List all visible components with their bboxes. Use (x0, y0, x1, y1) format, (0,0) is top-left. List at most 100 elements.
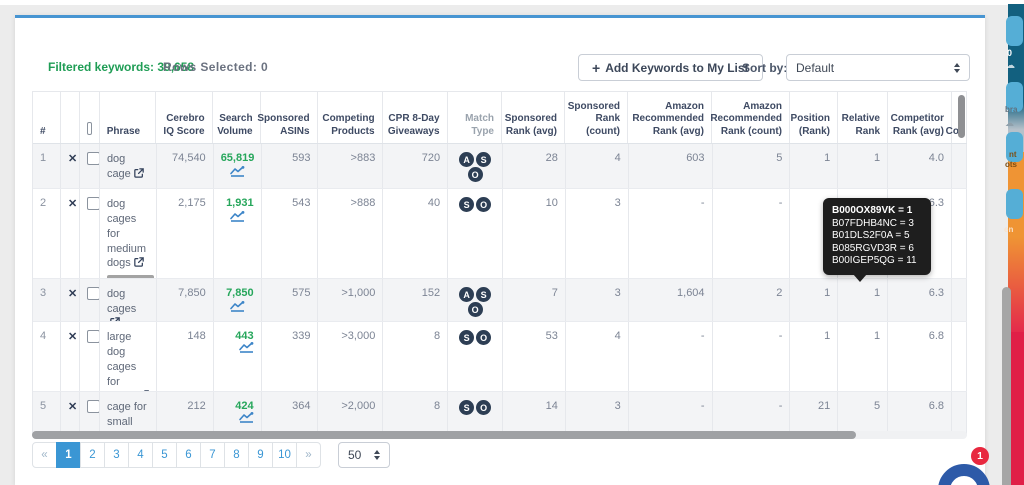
remove-row-button[interactable]: ✕ (67, 331, 78, 343)
external-link-icon[interactable] (110, 316, 120, 321)
per-page-select[interactable]: 50 (338, 442, 390, 468)
table-vertical-scrollbar[interactable] (958, 95, 965, 138)
background-strip-button[interactable] (1006, 16, 1023, 46)
updown-arrows-icon (374, 450, 380, 460)
external-link-icon[interactable] (134, 168, 144, 181)
external-link-icon[interactable] (134, 257, 144, 270)
keywords-table: # Phrase Cerebro IQ Score Search Volume Spon… (32, 91, 968, 436)
remove-row-button[interactable]: ✕ (67, 401, 78, 413)
cell-check (80, 279, 100, 321)
page-button-4[interactable]: 4 (128, 442, 153, 468)
remove-row-button[interactable]: ✕ (67, 153, 78, 165)
page-vertical-scrollbar[interactable] (1002, 287, 1011, 485)
col-header-match[interactable]: Match Type (448, 92, 502, 143)
tooltip-asin-rank: B01DLS2F0A = 5 (832, 230, 910, 242)
page-button-6[interactable]: 6 (176, 442, 201, 468)
cloud-icon: ☁ (1006, 60, 1015, 70)
col-header-sr_avg[interactable]: Sponsored Rank (avg) (502, 92, 565, 143)
col-header-phrase[interactable]: Phrase (100, 92, 157, 143)
col-header-sr_count[interactable]: Sponsored Rank (count) (565, 92, 628, 143)
row-checkbox[interactable] (86, 197, 99, 210)
cell-asins: 543 (262, 189, 319, 278)
cell-cpr: 40 (383, 189, 449, 278)
table-row: 5 ✕ cage for small 212 424 364 >2,000 8 S O 14 3- -2… (33, 392, 968, 436)
page-button-prev[interactable]: « (32, 442, 57, 468)
trend-chart-icon[interactable] (238, 342, 254, 356)
cell-iq: 2,175 (157, 189, 214, 278)
col-header-ar_count[interactable]: Amazon Recommended Rank (count) (710, 92, 790, 143)
strip-text-fragment: en (1004, 225, 1014, 234)
cell-pos: 21 (790, 392, 839, 435)
page-button-7[interactable]: 7 (200, 442, 225, 468)
cell-cpr: 8 (383, 392, 449, 435)
col-header-asins[interactable]: Sponsored ASINs (257, 92, 318, 143)
trend-chart-icon[interactable] (221, 301, 254, 315)
add-keywords-button-label: Add Keywords to My List (605, 60, 749, 75)
cell-asins: 593 (262, 144, 319, 188)
cell-co (952, 144, 968, 188)
col-header-ar_avg[interactable]: Amazon Recommended Rank (avg) (628, 92, 712, 143)
trend-chart-icon[interactable] (221, 166, 254, 180)
cell-remove: ✕ (61, 189, 80, 278)
select-all-checkbox[interactable] (86, 122, 92, 135)
cell-competing: >883 (318, 144, 384, 188)
row-checkbox[interactable] (86, 152, 99, 165)
page-button-9[interactable]: 9 (248, 442, 273, 468)
trend-chart-icon[interactable] (221, 211, 254, 225)
row-checkbox[interactable] (86, 330, 99, 343)
row-checkbox[interactable] (86, 287, 99, 300)
cell-phrase: dog cages (100, 279, 157, 321)
col-header-co[interactable]: Co (946, 92, 967, 143)
page-button-2[interactable]: 2 (80, 442, 105, 468)
col-header-rel[interactable]: Relative Rank (838, 92, 888, 143)
background-strip-button[interactable] (1006, 82, 1023, 112)
cloud-icon: ☁ (1005, 118, 1014, 128)
cell-volume: 1,931 (214, 189, 262, 278)
table-row: 2 ✕ dog cages for medium dogs Amazon'sChoic… (33, 189, 968, 279)
remove-row-button[interactable]: ✕ (67, 288, 78, 300)
cell-check (80, 189, 100, 278)
external-link-icon[interactable] (139, 390, 149, 391)
cell-asins: 339 (262, 322, 319, 391)
page-button-8[interactable]: 8 (224, 442, 249, 468)
page-button-3[interactable]: 3 (104, 442, 129, 468)
match-type-badge-s: S (459, 197, 475, 212)
tooltip-asin-rank: B07FDHB4NC = 3 (832, 217, 914, 229)
trend-chart-icon[interactable] (238, 412, 254, 426)
col-header-volume[interactable]: Search Volume (213, 92, 261, 143)
col-header-cpr[interactable]: CPR 8-Day Giveaways (383, 92, 448, 143)
cell-volume: 65,819 (214, 144, 262, 188)
cell-ar_avg: - (629, 189, 713, 278)
strip-text-fragment: ots (1005, 160, 1017, 169)
col-header-check[interactable] (80, 92, 100, 143)
row-checkbox[interactable] (86, 400, 99, 413)
sort-select[interactable]: Default (786, 54, 970, 81)
col-header-pos[interactable]: Position (Rank) (790, 92, 838, 143)
cell-iq: 7,850 (157, 279, 214, 321)
tooltip-asin-rank: B000OX89VK = 1 (832, 205, 913, 216)
cell-pos: 1 (790, 279, 839, 321)
background-strip-button[interactable] (1006, 132, 1023, 162)
page-button-10[interactable]: 10 (272, 442, 297, 468)
horizontal-scrollbar[interactable] (32, 431, 856, 439)
col-header-competing[interactable]: Competing Products (318, 92, 383, 143)
page-button-next[interactable]: » (296, 442, 321, 468)
remove-row-button[interactable]: ✕ (67, 198, 78, 210)
col-header-num[interactable]: # (33, 92, 61, 143)
match-type-badge-s: S (459, 400, 475, 415)
match-type-badge-a: A (459, 152, 475, 167)
cell-sr_count: 3 (566, 392, 629, 435)
col-header-iq[interactable]: Cerebro IQ Score (156, 92, 213, 143)
page-button-1[interactable]: 1 (56, 442, 81, 468)
background-strip-button[interactable] (1006, 189, 1023, 219)
pagination: «1 2 3 4 5 6 7 8 9 10» (32, 442, 321, 468)
cell-sr_count: 4 (566, 322, 629, 391)
cell-sr_avg: 53 (503, 322, 566, 391)
page-button-5[interactable]: 5 (152, 442, 177, 468)
col-header-comp_avg[interactable]: Competitor Rank (avg) (888, 92, 952, 143)
add-keywords-button[interactable]: + Add Keywords to My List (578, 54, 763, 81)
cell-asins: 364 (262, 392, 319, 435)
cell-phrase: dog cage (100, 144, 157, 188)
